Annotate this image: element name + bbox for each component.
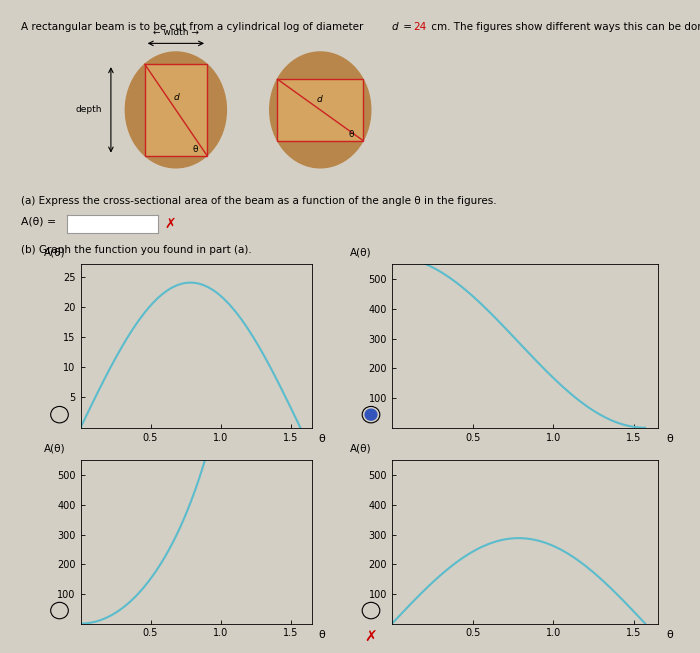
Text: A(θ) =: A(θ) = [21,217,56,227]
Text: θ: θ [349,130,354,139]
Text: ✗: ✗ [365,630,377,645]
Text: ✗: ✗ [164,217,176,231]
FancyBboxPatch shape [277,79,363,140]
Text: θ: θ [318,630,326,640]
Text: d: d [316,95,322,104]
Text: (b) Graph the function you found in part (a).: (b) Graph the function you found in part… [21,245,252,255]
Text: d: d [174,93,179,102]
Text: A(θ): A(θ) [43,444,65,454]
Text: A rectangular beam is to be cut from a cylindrical log of diameter: A rectangular beam is to be cut from a c… [21,22,367,32]
Text: A(θ): A(θ) [349,444,371,454]
Text: d: d [391,22,398,32]
Text: cm. The figures show different ways this can be done.: cm. The figures show different ways this… [428,22,700,32]
Text: (a) Express the cross-sectional area of the beam as a function of the angle θ in: (a) Express the cross-sectional area of … [21,196,496,206]
Text: θ: θ [666,434,673,444]
Text: =: = [400,22,416,32]
Circle shape [365,409,377,420]
FancyBboxPatch shape [145,64,207,155]
Ellipse shape [270,52,371,168]
Text: A(θ): A(θ) [349,248,371,258]
Text: θ: θ [318,434,326,444]
Text: A(θ): A(θ) [43,248,65,258]
Text: ← width →: ← width → [153,28,199,37]
Text: 24: 24 [414,22,427,32]
Text: θ: θ [666,630,673,640]
Text: θ: θ [193,145,198,154]
Text: depth: depth [76,105,102,114]
Ellipse shape [125,52,226,168]
